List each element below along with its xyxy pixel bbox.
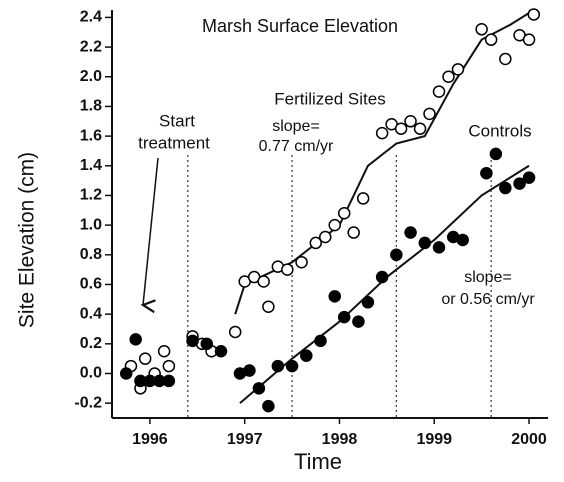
data-point bbox=[252, 382, 266, 395]
y-tick-label: 1.8 bbox=[80, 98, 102, 115]
data-point bbox=[285, 359, 299, 373]
annotation: treatment bbox=[138, 133, 210, 152]
data-point bbox=[451, 63, 465, 76]
y-tick-label: 2.4 bbox=[80, 9, 102, 26]
data-point bbox=[200, 337, 214, 351]
data-point bbox=[214, 344, 228, 358]
annotation: Controls bbox=[468, 121, 531, 140]
data-point bbox=[356, 192, 370, 205]
y-tick-label: 2.2 bbox=[80, 38, 102, 55]
data-point bbox=[138, 352, 152, 365]
y-tick-label: 0.6 bbox=[80, 276, 102, 293]
x-tick-label: 1997 bbox=[227, 431, 263, 448]
data-point bbox=[328, 218, 341, 232]
data-point bbox=[413, 122, 427, 135]
data-point bbox=[257, 275, 270, 288]
data-point bbox=[404, 115, 417, 128]
x-tick-label: 1998 bbox=[322, 431, 358, 448]
data-point bbox=[328, 290, 341, 303]
y-tick-label: -0.2 bbox=[74, 394, 102, 411]
y-tick-label: 0.4 bbox=[80, 305, 102, 322]
data-point bbox=[423, 107, 436, 121]
data-point bbox=[390, 248, 403, 262]
annotation: Start bbox=[159, 111, 195, 130]
data-point bbox=[243, 364, 256, 377]
data-point bbox=[352, 315, 365, 328]
data-point bbox=[375, 270, 389, 284]
data-point bbox=[271, 359, 285, 373]
data-point bbox=[300, 349, 313, 362]
data-point bbox=[314, 334, 327, 348]
data-point bbox=[262, 300, 275, 313]
annotation: slope= bbox=[464, 269, 512, 286]
data-point bbox=[456, 233, 469, 247]
data-point bbox=[347, 226, 360, 239]
data-point bbox=[309, 236, 323, 250]
data-point bbox=[475, 23, 488, 36]
y-tick-label: 1.2 bbox=[80, 187, 102, 204]
data-point bbox=[489, 147, 503, 161]
data-point bbox=[157, 344, 171, 358]
data-point bbox=[186, 334, 199, 348]
data-point bbox=[228, 325, 242, 339]
data-point bbox=[337, 207, 351, 220]
data-point bbox=[513, 177, 526, 190]
y-axis-label: Site Elevation (cm) bbox=[16, 152, 39, 328]
data-point bbox=[394, 122, 408, 135]
data-point bbox=[162, 374, 176, 388]
data-point bbox=[432, 85, 446, 98]
data-point bbox=[162, 359, 176, 373]
x-tick-label: 1999 bbox=[416, 431, 452, 448]
x-axis-label: Time bbox=[294, 449, 342, 474]
annotation: slope= bbox=[272, 118, 320, 135]
y-tick-label: 0.0 bbox=[80, 365, 102, 382]
data-point bbox=[418, 236, 432, 250]
y-tick-label: 0.2 bbox=[80, 335, 102, 352]
data-point bbox=[480, 166, 493, 180]
data-point bbox=[375, 126, 389, 140]
annotation: 0.77 cm/yr bbox=[259, 138, 334, 155]
data-point bbox=[527, 8, 541, 21]
y-tick-label: 1.4 bbox=[80, 157, 102, 174]
y-tick-label: 1.6 bbox=[80, 127, 102, 144]
y-tick-label: 2.0 bbox=[80, 68, 102, 85]
y-tick-label: 1.0 bbox=[80, 216, 102, 233]
data-point bbox=[129, 333, 142, 346]
data-point bbox=[522, 33, 536, 46]
data-point bbox=[432, 241, 446, 254]
data-point bbox=[522, 171, 536, 184]
data-point bbox=[337, 310, 351, 324]
data-point bbox=[119, 367, 133, 380]
data-point bbox=[361, 296, 375, 309]
data-point bbox=[319, 230, 332, 244]
x-tick-label: 1996 bbox=[132, 431, 168, 448]
data-point bbox=[499, 181, 512, 195]
arrow bbox=[143, 157, 159, 305]
data-point bbox=[281, 263, 294, 276]
data-point bbox=[484, 33, 498, 46]
data-point bbox=[404, 226, 417, 239]
data-point bbox=[499, 52, 512, 66]
data-point bbox=[295, 255, 308, 269]
data-point bbox=[442, 70, 455, 84]
data-point bbox=[262, 399, 275, 413]
x-tick-label: 2000 bbox=[511, 431, 547, 448]
y-tick-label: 0.8 bbox=[80, 246, 102, 263]
annotation: Fertilized Sites bbox=[274, 89, 385, 108]
annotation: or 0.56 cm/yr bbox=[441, 291, 535, 308]
chart-title: Marsh Surface Elevation bbox=[202, 16, 398, 36]
